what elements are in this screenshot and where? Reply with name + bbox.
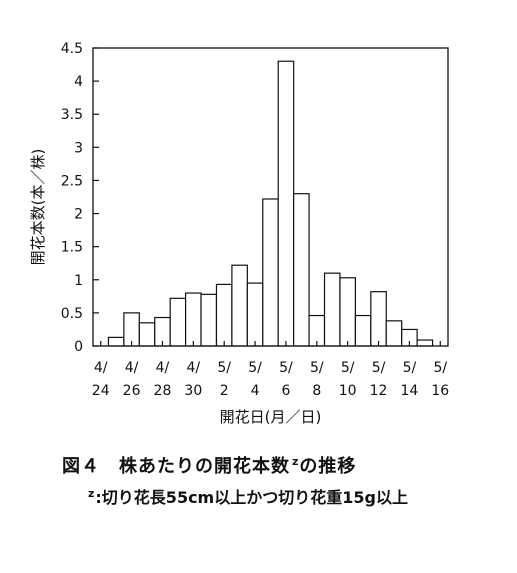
x-tick-label-day: 14 [400,383,418,399]
x-tick-label-month: 4/ [94,360,108,376]
x-tick-label-month: 5/ [372,360,386,376]
y-tick-label: 3.5 [61,107,83,123]
x-tick-label-day: 26 [123,383,141,399]
x-axis: 4/24 4/26 4/28 4/30 5/2 5/4 5/6 5/8 5/10 5/12 5/14… [92,341,449,399]
y-tick-label: 2.5 [61,173,83,189]
x-tick-label-month: 5/ [248,360,262,376]
x-tick-label-day: 4 [251,383,260,399]
x-tick-label-month: 4/ [187,360,201,376]
x-tick-label-month: 5/ [279,360,293,376]
figure-note: z:切り花長55cm以上かつ切り花重15g以上 [88,484,408,508]
figure-title: 図４ 株あたりの開花本数 zの推移 [62,452,356,478]
x-tick-label-month: 5/ [341,360,355,376]
x-tick-label-month: 5/ [217,360,231,376]
figure-note-superscript: z [88,486,95,500]
figure-note-text: :切り花長55cm以上かつ切り花重15g以上 [95,488,408,507]
y-tick-label: 0.5 [61,306,83,322]
plot-border [92,47,449,347]
y-tick-label: 1.5 [61,240,83,256]
y-tick-label: 2 [74,207,83,223]
y-tick-label: 1 [74,273,83,289]
x-tick-label-month: 4/ [125,360,139,376]
x-tick-label-day: 28 [154,383,172,399]
x-axis-title: 開花日(月／日) [220,408,322,426]
bar-5-2 [215,283,233,347]
figure-title-suffix: の推移 [299,456,357,477]
x-tick-label-month: 4/ [156,360,170,376]
x-tick-label-month: 5/ [433,360,447,376]
y-tick-label: 0 [74,339,83,355]
bar-5-9 [323,272,341,347]
bar-5-3 [231,264,248,347]
bar-5-1 [200,293,218,347]
bar-4-27 [138,322,156,347]
y-axis: 0 0.5 1 1.5 2 2.5 3 3.5 4 4.5 [61,41,99,355]
y-tick-label: 3 [74,140,83,156]
y-axis-title: 開花本数(本／株) [29,149,47,266]
bar-5-12 [370,291,387,347]
bar-5-13 [385,320,403,347]
x-tick-label-day: 12 [370,383,388,399]
figure-title-superscript: z [292,455,300,468]
x-tick-label-day: 16 [431,383,449,399]
x-tick-label-month: 5/ [403,360,417,376]
y-tick-label: 4 [74,74,83,90]
figure-title-text: 図４ 株あたりの開花本数 [62,456,290,477]
bar-5-7 [293,193,310,347]
bar-4-30 [185,292,202,347]
y-tick-label: 4.5 [61,41,83,57]
plot-frame [92,47,449,347]
bar-4-25 [107,336,125,347]
x-tick-label-day: 24 [92,383,110,399]
bar-chart: 00.511.522.533.544.5 4/244/264/284/305/2… [29,41,449,426]
bar-5-15 [416,339,434,347]
bar-4-29 [169,297,187,347]
bar-5-10 [339,277,356,347]
bar-5-4 [246,282,264,347]
bars-group [107,60,434,347]
bar-5-6 [277,60,295,347]
bar-5-11 [354,314,372,347]
bar-5-5 [262,198,279,347]
x-tick-label-day: 2 [220,383,229,399]
x-tick-label-day: 8 [312,383,321,399]
x-tick-label-day: 6 [281,383,290,399]
x-tick-label-day: 10 [339,383,357,399]
x-tick-label-month: 5/ [310,360,324,376]
x-tick-label-day: 30 [184,383,202,399]
